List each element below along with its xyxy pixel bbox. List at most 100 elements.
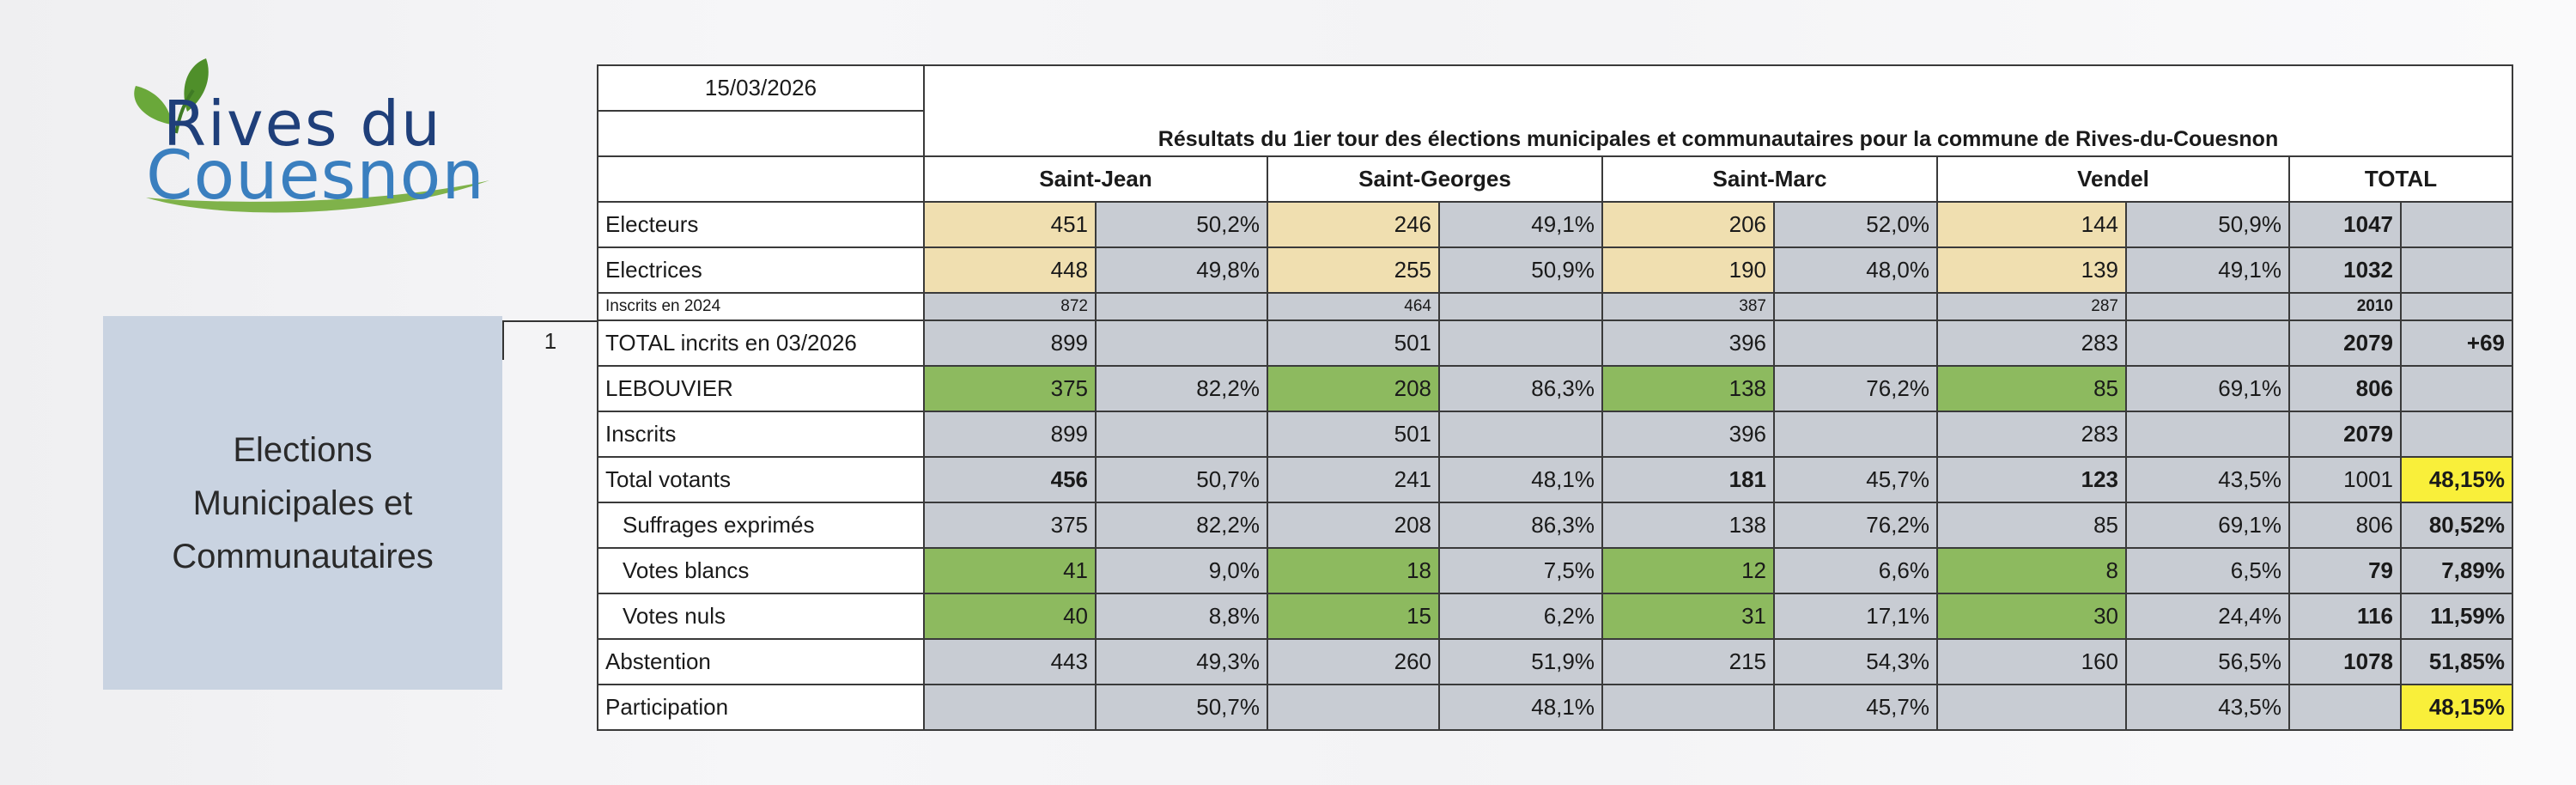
table-cell: 45,7% [1773, 684, 1938, 731]
logo-text-line1: Rives du [163, 88, 442, 160]
side-panel: Elections Municipales et Communautaires [103, 316, 502, 690]
table-cell: 48,15% [2400, 684, 2513, 731]
table-cell: 48,0% [1773, 246, 1938, 294]
table-cell: 138 [1601, 365, 1775, 412]
table-title: Résultats du 1ier tour des élections mun… [923, 64, 2513, 157]
row-label-total-inscrits: TOTAL incrits en 03/2026 [597, 319, 925, 367]
table-cell: 139 [1936, 246, 2127, 294]
row-label-inscrits-2024: Inscrits en 2024 [597, 292, 925, 321]
results-table: 15/03/2026 Résultats du 1ier tour des él… [597, 64, 2513, 731]
table-cell: 899 [923, 411, 1097, 458]
row-label-suffrages: Suffrages exprimés [597, 502, 925, 549]
table-cell: 501 [1267, 411, 1440, 458]
side-panel-line1: Elections [233, 430, 373, 469]
table-cell: 241 [1267, 456, 1440, 503]
table-cell: 6,5% [2125, 547, 2290, 594]
table-cell: 123 [1936, 456, 2127, 503]
commune-saint-georges: Saint-Georges [1267, 155, 1603, 203]
table-cell [2125, 319, 2290, 367]
rives-du-couesnon-logo: Rives du Couesnon [112, 52, 489, 215]
commune-header-row: Saint-Jean Saint-Georges Saint-Marc Vend… [597, 155, 2513, 203]
table-cell: 1032 [2288, 246, 2402, 294]
table-cell: 50,7% [1095, 684, 1268, 731]
table-cell [1438, 319, 1603, 367]
table-cell [1773, 319, 1938, 367]
table-cell [1438, 411, 1603, 458]
table-cell: 260 [1267, 638, 1440, 685]
header-empty-cell [597, 110, 925, 157]
table-cell: 9,0% [1095, 547, 1268, 594]
table-row: Inscrits 899 501 396 283 2079 [597, 411, 2513, 458]
table-cell: 52,0% [1773, 201, 1938, 248]
table-cell: 86,3% [1438, 502, 1603, 549]
table-cell: 396 [1601, 319, 1775, 367]
table-cell: 181 [1601, 456, 1775, 503]
table-cell: 18 [1267, 547, 1440, 594]
table-cell: 6,2% [1438, 593, 1603, 640]
table-cell: 80,52% [2400, 502, 2513, 549]
side-panel-line2: Municipales et [192, 484, 413, 522]
table-row: Participation 50,7% 48,1% 45,7% 43,5% 48,15% [597, 684, 2513, 731]
table-cell: 160 [1936, 638, 2127, 685]
table-cell: 1047 [2288, 201, 2402, 248]
table-cell: 899 [923, 319, 1097, 367]
table-cell [2400, 201, 2513, 248]
table-cell: 283 [1936, 411, 2127, 458]
table-cell: 49,3% [1095, 638, 1268, 685]
table-cell: 45,7% [1773, 456, 1938, 503]
table-cell [1936, 684, 2127, 731]
table-cell: 396 [1601, 411, 1775, 458]
table-cell: 464 [1267, 292, 1440, 321]
table-cell: 76,2% [1773, 502, 1938, 549]
header-row-spacer [597, 110, 2512, 157]
table-cell: 6,6% [1773, 547, 1938, 594]
table-cell: 82,2% [1095, 365, 1268, 412]
table-cell [1601, 684, 1775, 731]
table-cell: 448 [923, 246, 1097, 294]
header-empty-cell [597, 155, 925, 203]
table-cell [1773, 411, 1938, 458]
table-cell: 40 [923, 593, 1097, 640]
table-cell: 50,9% [1438, 246, 1603, 294]
table-row: LEBOUVIER 375 82,2% 208 86,3% 138 76,2% 85 69,1%… [597, 365, 2513, 412]
logo-text-line2: Couesnon [146, 137, 485, 215]
table-cell: 375 [923, 365, 1097, 412]
table-cell: 30 [1936, 593, 2127, 640]
table-cell: 255 [1267, 246, 1440, 294]
table-cell: 79 [2288, 547, 2402, 594]
table-cell: 215 [1601, 638, 1775, 685]
table-cell [1095, 319, 1268, 367]
table-cell: 7,89% [2400, 547, 2513, 594]
table-cell: 116 [2288, 593, 2402, 640]
table-cell: 8 [1936, 547, 2127, 594]
table-cell: 246 [1267, 201, 1440, 248]
table-cell: 54,3% [1773, 638, 1938, 685]
table-cell: 375 [923, 502, 1097, 549]
table-cell: 43,5% [2125, 684, 2290, 731]
table-row: Total votants 456 50,7% 241 48,1% 181 45,7% 123… [597, 456, 2513, 503]
table-cell: 12 [1601, 547, 1775, 594]
row-label-nuls: Votes nuls [597, 593, 925, 640]
table-cell [2125, 411, 2290, 458]
table-cell: 443 [923, 638, 1097, 685]
table-cell: 48,1% [1438, 684, 1603, 731]
table-cell: 8,8% [1095, 593, 1268, 640]
table-cell: 138 [1601, 502, 1775, 549]
table-cell: 31 [1601, 593, 1775, 640]
table-cell: 283 [1936, 319, 2127, 367]
table-row: Suffrages exprimés 375 82,2% 208 86,3% 138 76,… [597, 502, 2513, 549]
table-cell: 206 [1601, 201, 1775, 248]
table-cell: +69 [2400, 319, 2513, 367]
table-cell: 11,59% [2400, 593, 2513, 640]
table-row: Electrices 448 49,8% 255 50,9% 190 48,0% 139 49,… [597, 246, 2513, 294]
table-cell: 2079 [2288, 319, 2402, 367]
table-row: Electeurs 451 50,2% 246 49,1% 206 52,0% 144 50,9… [597, 201, 2513, 248]
table-cell [1095, 411, 1268, 458]
table-cell: 85 [1936, 502, 2127, 549]
table-row: Votes nuls 40 8,8% 15 6,2% 31 17,1% 30 24,4% 116 1… [597, 593, 2513, 640]
table-cell [1095, 292, 1268, 321]
header-row-top: 15/03/2026 Résultats du 1ier tour des él… [597, 64, 2513, 157]
table-cell [2400, 365, 2513, 412]
table-cell: 501 [1267, 319, 1440, 367]
table-cell: 50,2% [1095, 201, 1268, 248]
